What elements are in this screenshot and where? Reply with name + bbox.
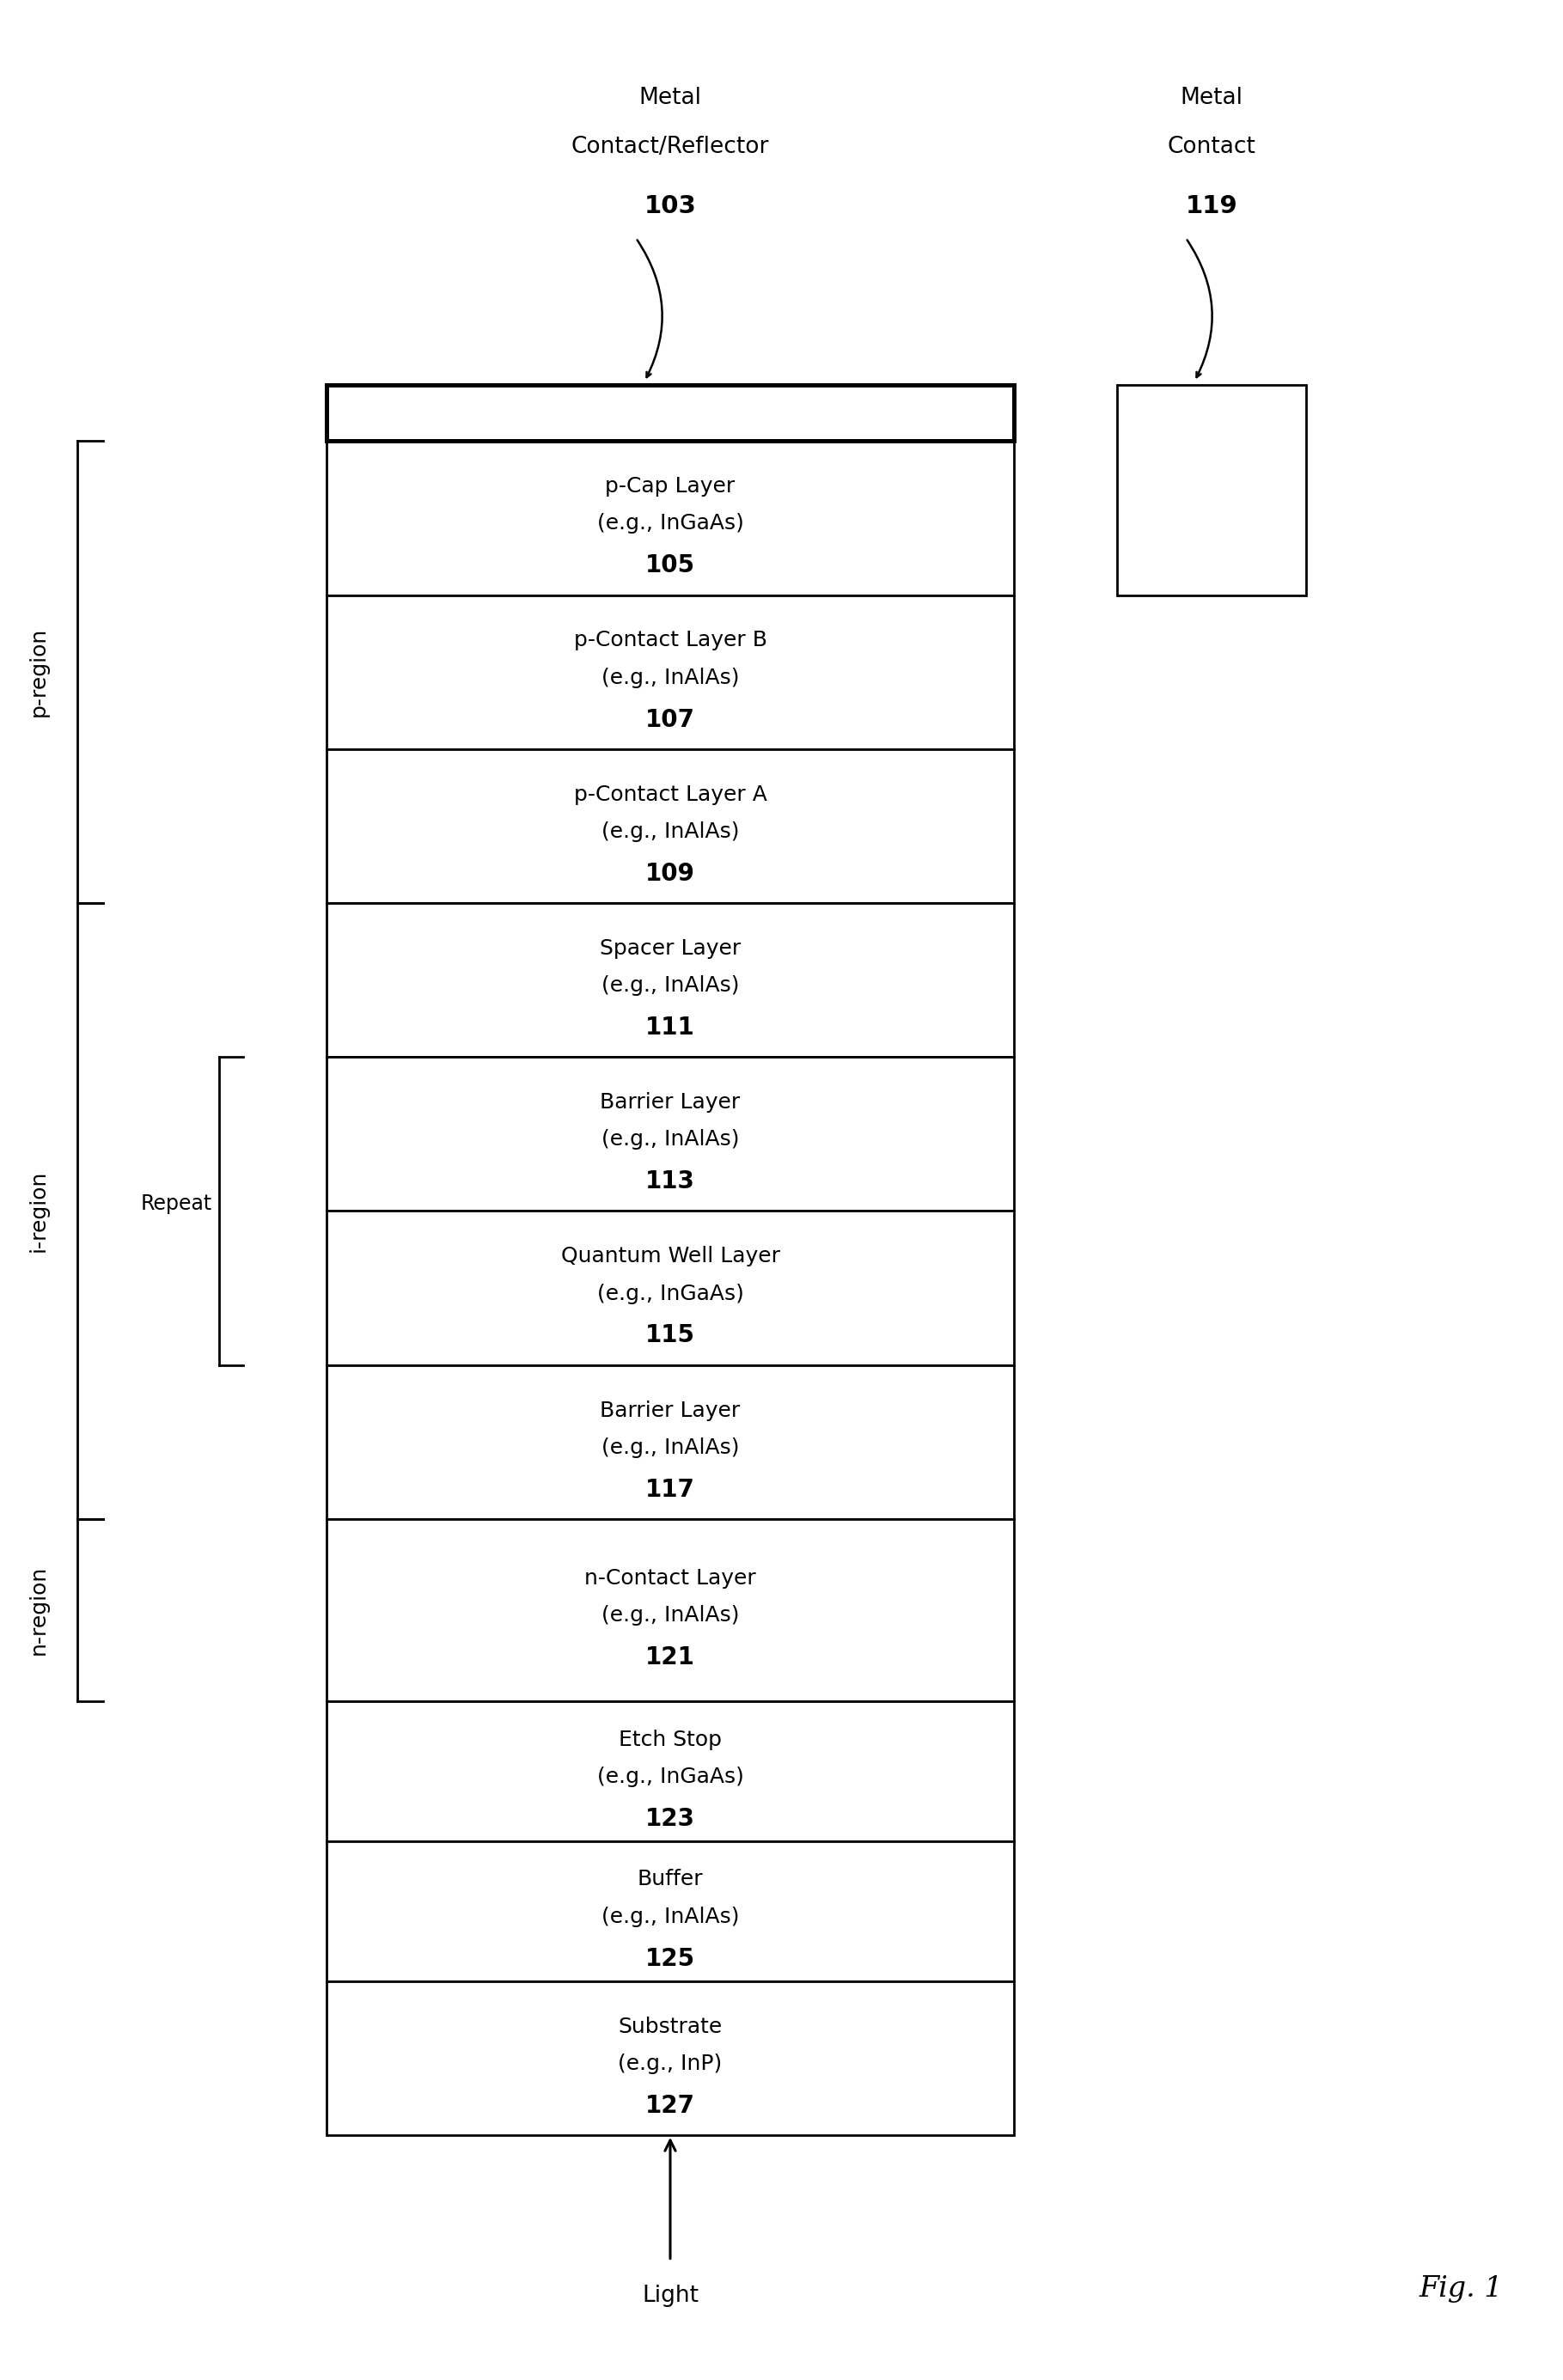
Text: i-region: i-region <box>28 1171 48 1252</box>
Text: 105: 105 <box>646 555 696 578</box>
Text: Light: Light <box>642 2285 699 2306</box>
Text: 117: 117 <box>646 1478 696 1502</box>
Bar <box>327 1518 1014 1702</box>
Text: (e.g., InAlAs): (e.g., InAlAs) <box>602 1128 739 1150</box>
Bar <box>327 595 1014 750</box>
Text: (e.g., InAlAs): (e.g., InAlAs) <box>602 1438 739 1459</box>
Text: Repeat: Repeat <box>141 1195 213 1214</box>
Text: Spacer Layer: Spacer Layer <box>600 938 741 959</box>
Text: Metal: Metal <box>1180 86 1243 109</box>
Bar <box>327 1980 1014 2135</box>
Text: Metal: Metal <box>639 86 702 109</box>
Text: 113: 113 <box>646 1169 696 1195</box>
Text: p-Contact Layer A: p-Contact Layer A <box>574 783 767 804</box>
Bar <box>327 1702 1014 1842</box>
Text: Barrier Layer: Barrier Layer <box>600 1399 741 1421</box>
Text: Buffer: Buffer <box>638 1868 703 1890</box>
Text: Barrier Layer: Barrier Layer <box>600 1092 741 1114</box>
Bar <box>327 1842 1014 1980</box>
Text: p-Cap Layer: p-Cap Layer <box>605 476 735 497</box>
Text: (e.g., InAlAs): (e.g., InAlAs) <box>602 976 739 995</box>
Text: 107: 107 <box>646 707 696 731</box>
Text: Fig. 1: Fig. 1 <box>1419 2275 1502 2304</box>
Text: 115: 115 <box>646 1323 696 1347</box>
Bar <box>327 902 1014 1057</box>
Text: p-region: p-region <box>28 628 48 716</box>
Bar <box>1118 386 1307 595</box>
Text: n-region: n-region <box>28 1566 48 1654</box>
Text: Substrate: Substrate <box>617 2016 722 2037</box>
Text: n-Contact Layer: n-Contact Layer <box>585 1568 756 1590</box>
Bar <box>327 1057 1014 1211</box>
Text: 111: 111 <box>646 1016 696 1040</box>
Text: 121: 121 <box>646 1645 696 1671</box>
Text: Quantum Well Layer: Quantum Well Layer <box>561 1247 780 1266</box>
Bar <box>327 1366 1014 1518</box>
Text: 119: 119 <box>1185 195 1238 219</box>
Text: (e.g., InAlAs): (e.g., InAlAs) <box>602 1906 739 1928</box>
Text: 103: 103 <box>644 195 697 219</box>
Text: (e.g., InGaAs): (e.g., InGaAs) <box>597 1766 744 1787</box>
Text: (e.g., InAlAs): (e.g., InAlAs) <box>602 1604 739 1626</box>
Bar <box>327 386 1014 440</box>
Text: Contact: Contact <box>1168 136 1255 157</box>
Text: 123: 123 <box>646 1806 696 1830</box>
Text: 127: 127 <box>646 2094 696 2118</box>
Text: (e.g., InGaAs): (e.g., InGaAs) <box>597 514 744 533</box>
Text: (e.g., InP): (e.g., InP) <box>617 2054 722 2073</box>
Text: p-Contact Layer B: p-Contact Layer B <box>574 631 767 650</box>
Text: Contact/Reflector: Contact/Reflector <box>570 136 769 157</box>
Text: (e.g., InGaAs): (e.g., InGaAs) <box>597 1283 744 1304</box>
Text: 125: 125 <box>646 1947 696 1971</box>
Text: 109: 109 <box>646 862 696 885</box>
Text: Etch Stop: Etch Stop <box>619 1730 722 1749</box>
Bar <box>327 440 1014 595</box>
Text: (e.g., InAlAs): (e.g., InAlAs) <box>602 821 739 843</box>
Bar <box>327 1211 1014 1366</box>
Bar <box>327 750 1014 902</box>
Text: (e.g., InAlAs): (e.g., InAlAs) <box>602 666 739 688</box>
